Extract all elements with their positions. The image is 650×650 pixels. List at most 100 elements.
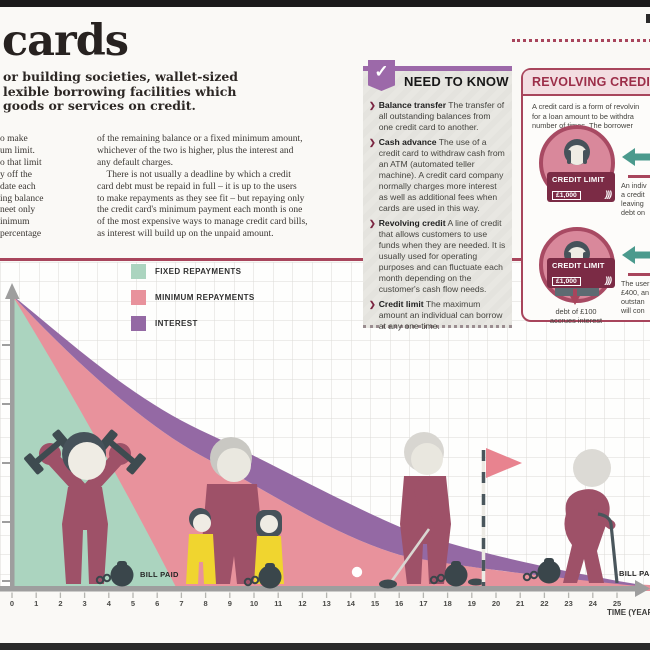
legend-swatch: [131, 316, 146, 331]
chevron-bullet-icon: ❯: [369, 138, 376, 147]
revolving-credit-title: REVOLVING CREDIT: [532, 75, 650, 89]
minimum-repayments-area: [12, 295, 650, 591]
x-tick-label: 20: [492, 599, 500, 608]
avatar-note: An indiv a credit leaving debt on: [621, 181, 647, 217]
x-tick-label: 25: [613, 599, 621, 608]
x-tick-label: 6: [155, 599, 159, 608]
x-axis-ticks: 0 1 2 3 4 5 6 7 8 9 10 11 12 13 14 15 16 17 18 19 20 21 22 23 24…: [10, 592, 621, 608]
face: [68, 442, 106, 480]
golf-ball: [351, 566, 363, 578]
x-tick-label: 0: [10, 599, 14, 608]
credit-card: CREDIT LIMIT £1,000 ))): [547, 172, 615, 202]
x-tick-label: 22: [540, 599, 548, 608]
page-bottom-edge-bar: [0, 643, 650, 650]
left-arrow-icon: [622, 246, 650, 264]
y-axis: [2, 283, 20, 591]
x-tick-label: 19: [468, 599, 476, 608]
elderly-figure: [522, 449, 619, 585]
legend-label: FIXED REPAYMENTS: [155, 267, 242, 276]
x-tick-label: 3: [83, 599, 87, 608]
contactless-icon: ))): [605, 275, 612, 285]
hair: [573, 449, 611, 487]
body-column-left: o make um limit. o that limit y off the …: [0, 134, 44, 240]
walking-cane: [597, 512, 619, 584]
golf-club: [389, 528, 431, 583]
legend-item: MINIMUM REPAYMENTS: [131, 290, 255, 305]
x-tick-label: 18: [443, 599, 451, 608]
x-tick-label: 5: [131, 599, 135, 608]
term: Revolving credit: [378, 218, 446, 228]
x-tick-label: 21: [516, 599, 524, 608]
body-column-right: of the remaining balance or a fixed mini…: [97, 134, 308, 240]
contactless-icon: ))): [605, 189, 612, 199]
section-divider-rule: [0, 258, 650, 261]
x-tick-label: 23: [564, 599, 572, 608]
dotted-rule: [512, 39, 650, 42]
intro-paragraph: or building societies, wallet-sized lexi…: [3, 69, 239, 114]
page-title: cards: [2, 16, 129, 66]
weightlifter-figure: [24, 429, 146, 588]
term: Cash advance: [378, 137, 437, 147]
revolving-credit-box: REVOLVING CREDIT A credit card is a form…: [521, 68, 650, 322]
down-arrow-icon: [573, 289, 577, 298]
note-rule: [628, 273, 650, 276]
term: Credit limit: [378, 299, 424, 309]
child-figure: [186, 508, 216, 584]
definition: The maximum amount an individual can bor…: [378, 299, 503, 331]
legend-item: INTEREST: [131, 316, 255, 331]
x-tick-label: 11: [274, 599, 282, 608]
definition: The use of a credit card to withdraw cas…: [378, 137, 505, 213]
revolving-credit-intro: A credit card is a form of revolvin for …: [532, 102, 640, 131]
x-tick-label: 24: [589, 599, 598, 608]
legend-swatch: [131, 264, 146, 279]
x-tick-label: 16: [395, 599, 403, 608]
x-tick-label: 14: [347, 599, 356, 608]
note-rule: [628, 175, 650, 178]
bill-paid-annotation: BILL PAID: [619, 569, 650, 578]
x-tick-label: 15: [371, 599, 379, 608]
face: [411, 443, 443, 475]
definition: The transfer of all outstanding balances…: [378, 100, 505, 132]
x-tick-label: 2: [58, 599, 62, 608]
club-head: [379, 579, 397, 589]
term: Balance transfer: [378, 100, 447, 110]
need-to-know-list: ❯ Balance transfer The transfer of all o…: [369, 100, 507, 336]
avatar-note: The user £400, an outstan will con: [621, 279, 650, 315]
chart-legend: FIXED REPAYMENTS MINIMUM REPAYMENTS INTE…: [131, 264, 255, 342]
list-item: ❯ Credit limit The maximum amount an ind…: [369, 299, 507, 332]
family-figure: [186, 437, 284, 590]
definition: A line of credit that allows customers t…: [378, 218, 506, 294]
x-tick-label: 4: [107, 599, 112, 608]
x-tick-label: 8: [204, 599, 208, 608]
x-tick-label: 9: [228, 599, 232, 608]
bill-paid-annotation: BILL PAID: [140, 570, 179, 579]
page-top-edge-bar: [0, 0, 650, 7]
x-tick-label: 1: [34, 599, 38, 608]
legend-item: FIXED REPAYMENTS: [131, 264, 255, 279]
x-tick-label: 17: [419, 599, 427, 608]
x-axis: [0, 580, 650, 597]
checkmark-icon: ✓: [368, 60, 395, 91]
debt-caption: debt of £100 accrues interest: [549, 307, 603, 325]
x-tick-label: 12: [298, 599, 306, 608]
left-arrow-icon: [622, 148, 650, 166]
x-tick-label: 10: [250, 599, 258, 608]
credit-limit-label: CREDIT LIMIT: [552, 261, 605, 270]
credit-card: CREDIT LIMIT £1,000 ))): [547, 258, 615, 288]
golfer-figure: [351, 432, 522, 589]
chevron-bullet-icon: ❯: [369, 101, 376, 110]
credit-limit-amount: £1,000: [552, 277, 581, 286]
golf-flag: [481, 448, 522, 586]
chevron-bullet-icon: ❯: [369, 219, 376, 228]
legend-swatch: [131, 290, 146, 305]
x-axis-title: TIME (YEARS): [607, 608, 650, 617]
need-to-know-box: [363, 66, 512, 328]
list-item: ❯ Revolving credit A line of credit that…: [369, 218, 507, 295]
down-arrow-icon: [570, 296, 580, 305]
x-tick-label: 13: [322, 599, 330, 608]
need-to-know-title: NEED TO KNOW: [404, 74, 509, 89]
face: [567, 145, 587, 165]
credit-limit-amount: £1,000: [552, 191, 581, 200]
face: [217, 448, 251, 482]
